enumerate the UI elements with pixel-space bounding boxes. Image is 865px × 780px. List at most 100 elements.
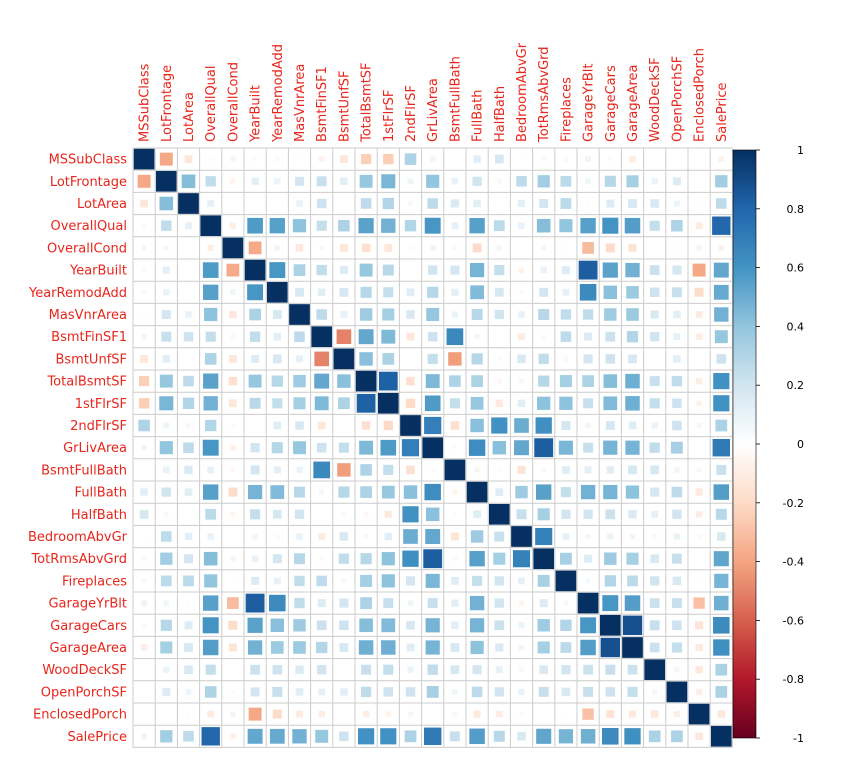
corr-cell-BedroomAbvGr-GrLivArea: [425, 529, 440, 544]
corr-cell-SalePrice-BsmtFullBath: [450, 731, 460, 741]
corr-cell-BsmtFinSF1-LotArea: [184, 332, 193, 341]
corr-cell-MasVnrArea-LotFrontage: [162, 310, 171, 319]
corr-cell-BsmtUnfSF-WoodDeckSF: [654, 358, 656, 360]
corr-cell-YearRemodAdd-BsmtUnfSF: [340, 288, 349, 297]
row-label-MSSubClass: MSSubClass: [49, 153, 128, 168]
corr-cell-OpenPorchSF-GarageYrBlt: [583, 687, 593, 697]
corr-cell-BsmtFinSF1-BedroomAbvGr: [518, 333, 525, 340]
corr-cell-1stFlrSF-GrLivArea: [425, 395, 441, 411]
corr-cell-SalePrice-LotFrontage: [160, 730, 172, 742]
row-label-GarageArea: GarageArea: [49, 641, 127, 656]
corr-cell-OverallQual-YearRemodAdd: [270, 218, 285, 233]
corr-cell-LotArea-TotalBsmtSF: [361, 198, 372, 209]
corr-cell-LotFrontage-BsmtFullBath: [452, 178, 459, 185]
corr-cell-BsmtFullBath-GarageCars: [607, 466, 614, 473]
corr-cell-MasVnrArea-GarageArea: [626, 308, 639, 321]
corr-cell-GarageCars-GarageCars: [600, 615, 621, 636]
corr-cell-SalePrice-YearBuilt: [248, 729, 263, 744]
corr-cell-FullBath-LotArea: [185, 488, 192, 495]
corr-cell-SalePrice-OverallQual: [202, 727, 220, 745]
corr-cell-1stFlrSF-SalePrice: [713, 395, 729, 411]
corr-cell-Fireplaces-SalePrice: [714, 574, 728, 588]
row-label-OverallCond: OverallCond: [47, 241, 127, 256]
corr-cell-BsmtUnfSF-GrLivArea: [428, 354, 438, 364]
corr-cell-GarageYrBlt-1stFlrSF: [383, 598, 393, 608]
corr-cell-OverallCond-BedroomAbvGr: [520, 247, 522, 249]
corr-cell-YearBuilt-OverallCond: [227, 264, 240, 277]
corr-cell-BedroomAbvGr-MSSubClass: [143, 535, 146, 538]
corr-cell-OverallQual-OpenPorchSF: [671, 220, 683, 232]
corr-cell-BsmtFinSF1-OpenPorchSF: [673, 333, 680, 340]
corr-cell-GarageCars-BsmtFinSF1: [317, 620, 327, 630]
corr-cell-BsmtFinSF1-2ndFlrSF: [407, 333, 415, 341]
corr-cell-Fireplaces-TotRmsAbvGrd: [538, 575, 550, 587]
column-label-BsmtUnfSF: BsmtUnfSF: [337, 70, 352, 142]
corr-cell-2ndFlrSF-BsmtFinSF1: [318, 422, 326, 430]
corr-cell-OverallQual-1stFlrSF: [381, 219, 395, 233]
corr-cell-YearRemodAdd-GarageYrBlt: [580, 284, 597, 301]
corr-cell-OpenPorchSF-OverallCond: [231, 690, 235, 694]
corr-cell-YearBuilt-GarageYrBlt: [579, 261, 598, 280]
corr-cell-OverallCond-MasVnrArea: [296, 244, 303, 251]
corr-cell-TotRmsAbvGrd-FullBath: [469, 551, 484, 566]
corr-cell-OverallQual-GarageCars: [602, 218, 618, 234]
corr-cell-SalePrice-EnclosedPorch: [695, 733, 702, 740]
corr-cell-YearRemodAdd-1stFlrSF: [383, 287, 393, 297]
corr-cell-YearBuilt-GarageArea: [625, 263, 639, 277]
corr-cell-TotalBsmtSF-GarageCars: [604, 374, 618, 388]
corr-cell-YearRemodAdd-HalfBath: [495, 288, 504, 297]
corr-cell-LotArea-GarageYrBlt: [587, 202, 590, 205]
column-label-GarageCars: GarageCars: [604, 65, 619, 142]
corr-cell-OverallQual-TotalBsmtSF: [358, 218, 373, 233]
corr-cell-1stFlrSF-EnclosedPorch: [696, 401, 701, 406]
corr-cell-BsmtFinSF1-BsmtFinSF1: [311, 326, 332, 347]
corr-cell-GarageYrBlt-GarageYrBlt: [578, 593, 599, 614]
corr-cell-LotArea-LotArea: [178, 193, 199, 214]
corr-cell-TotRmsAbvGrd-BedroomAbvGr: [513, 550, 530, 567]
corr-cell-FullBath-YearBuilt: [248, 485, 262, 499]
corr-cell-Fireplaces-MSSubClass: [142, 579, 147, 584]
column-label-MasVnrArea: MasVnrArea: [293, 64, 308, 142]
corr-cell-BsmtFullBath-EnclosedPorch: [697, 468, 702, 473]
corr-cell-GarageYrBlt-LotFrontage: [164, 600, 169, 605]
corr-cell-BedroomAbvGr-EnclosedPorch: [697, 534, 701, 538]
corr-cell-WoodDeckSF-2ndFlrSF: [407, 667, 413, 673]
corr-cell-TotalBsmtSF-OverallCond: [229, 377, 238, 386]
corr-cell-BsmtFinSF1-GrLivArea: [428, 332, 437, 341]
corr-cell-SalePrice-GarageCars: [602, 728, 619, 745]
corr-cell-OpenPorchSF-Fireplaces: [562, 688, 571, 697]
corr-cell-GarageYrBlt-GarageArea: [625, 595, 640, 610]
corr-cell-2ndFlrSF-YearBuilt: [254, 424, 256, 426]
corr-cell-GrLivArea-GarageYrBlt: [583, 443, 593, 453]
corr-cell-BsmtFinSF1-MSSubClass: [141, 334, 146, 339]
corr-cell-BsmtFullBath-BsmtUnfSF: [337, 463, 350, 476]
corr-cell-GarageYrBlt-SalePrice: [714, 596, 728, 610]
corr-cell-YearBuilt-SalePrice: [714, 263, 729, 278]
corr-cell-TotRmsAbvGrd-OverallCond: [230, 556, 235, 561]
corr-cell-HalfBath-OverallCond: [230, 512, 235, 517]
corr-cell-YearBuilt-GrLivArea: [428, 265, 437, 274]
corr-cell-BsmtFinSF1-WoodDeckSF: [650, 332, 659, 341]
corr-cell-MSSubClass-OpenPorchSF: [676, 158, 678, 160]
colorbar-tick-label: 0.2: [787, 379, 805, 392]
corr-cell-TotRmsAbvGrd-WoodDeckSF: [650, 554, 659, 563]
corr-cell-TotalBsmtSF-YearBuilt: [249, 375, 262, 388]
corr-cell-MSSubClass-1stFlrSF: [383, 154, 393, 164]
corr-cell-OverallCond-YearRemodAdd: [275, 245, 280, 250]
corr-cell-TotRmsAbvGrd-MasVnrArea: [294, 553, 305, 564]
row-label-YearRemodAdd: YearRemodAdd: [28, 286, 127, 301]
corr-cell-TotalBsmtSF-OverallQual: [203, 373, 218, 388]
corr-cell-BsmtUnfSF-TotRmsAbvGrd: [539, 354, 549, 364]
corr-cell-BsmtUnfSF-LotArea: [188, 359, 189, 360]
corr-cell-FullBath-BsmtUnfSF: [338, 487, 349, 498]
corr-cell-1stFlrSF-1stFlrSF: [378, 393, 399, 414]
row-label-TotRmsAbvGrd: TotRmsAbvGrd: [30, 552, 127, 567]
corr-cell-BsmtFinSF1-YearBuilt: [250, 332, 260, 342]
corr-cell-BsmtUnfSF-YearRemodAdd: [273, 355, 282, 364]
corr-cell-MSSubClass-OverallQual: [209, 157, 213, 161]
corr-cell-TotalBsmtSF-GarageArea: [625, 374, 639, 388]
corr-cell-LotFrontage-GarageArea: [626, 175, 638, 187]
corr-cell-OverallQual-MasVnrArea: [293, 219, 306, 232]
corr-cell-OpenPorchSF-OverallQual: [205, 686, 217, 698]
corr-cell-BedroomAbvGr-BsmtFullBath: [451, 532, 459, 540]
